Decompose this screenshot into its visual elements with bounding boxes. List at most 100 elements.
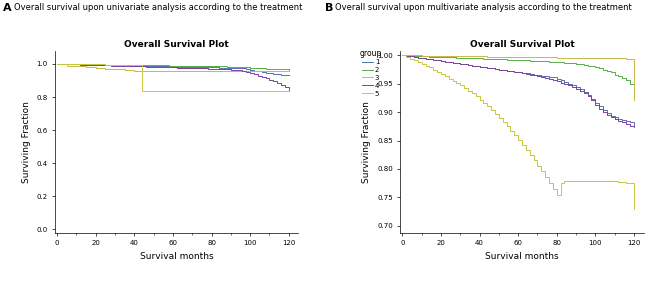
5 bbox=[265, 90, 273, 93]
5 bbox=[207, 90, 215, 93]
2 bbox=[53, 62, 61, 66]
4 bbox=[522, 72, 530, 76]
2 bbox=[522, 59, 530, 62]
4 bbox=[135, 65, 142, 68]
5 bbox=[179, 90, 187, 93]
3 bbox=[445, 54, 452, 58]
4 bbox=[107, 64, 115, 67]
3 bbox=[188, 70, 196, 73]
3 bbox=[131, 69, 138, 72]
X-axis label: Survival months: Survival months bbox=[140, 252, 214, 261]
3 bbox=[82, 66, 90, 69]
Title: Overall Survival Plot: Overall Survival Plot bbox=[124, 39, 229, 49]
3 bbox=[275, 70, 283, 73]
Line: 3: 3 bbox=[57, 64, 289, 71]
Line: 2: 2 bbox=[402, 55, 634, 95]
2 bbox=[135, 63, 142, 67]
5 bbox=[188, 90, 196, 93]
3 bbox=[101, 67, 109, 70]
1 bbox=[445, 60, 452, 64]
Line: 2: 2 bbox=[57, 64, 289, 70]
1 bbox=[107, 63, 115, 67]
5 bbox=[285, 90, 292, 93]
2 bbox=[285, 68, 292, 71]
5 bbox=[445, 77, 452, 80]
4 bbox=[53, 62, 61, 66]
1 bbox=[480, 65, 488, 69]
1 bbox=[538, 74, 545, 78]
1 bbox=[599, 108, 607, 112]
Text: A: A bbox=[3, 3, 12, 13]
3 bbox=[265, 70, 273, 73]
1 bbox=[452, 61, 460, 65]
2 bbox=[177, 64, 185, 67]
4 bbox=[285, 88, 292, 91]
Line: 1: 1 bbox=[402, 55, 634, 125]
5 bbox=[246, 90, 254, 93]
Text: B: B bbox=[325, 3, 333, 13]
5 bbox=[237, 90, 244, 93]
3 bbox=[135, 69, 142, 73]
5 bbox=[150, 90, 157, 93]
2 bbox=[107, 63, 115, 66]
5 bbox=[135, 63, 142, 67]
1 bbox=[53, 62, 61, 66]
3 bbox=[452, 54, 460, 58]
3 bbox=[227, 70, 235, 73]
4 bbox=[630, 126, 638, 129]
5 bbox=[63, 62, 71, 66]
5 bbox=[53, 62, 61, 66]
5 bbox=[101, 63, 109, 66]
4 bbox=[254, 74, 262, 77]
3 bbox=[92, 66, 99, 70]
4 bbox=[99, 64, 107, 67]
5 bbox=[82, 63, 90, 66]
3 bbox=[398, 54, 406, 57]
3 bbox=[73, 65, 81, 68]
3 bbox=[159, 70, 167, 73]
3 bbox=[53, 62, 61, 66]
1 bbox=[285, 74, 292, 77]
3 bbox=[127, 69, 135, 72]
5 bbox=[111, 63, 119, 66]
Line: 4: 4 bbox=[57, 64, 289, 90]
Line: 1: 1 bbox=[57, 64, 289, 75]
5 bbox=[452, 81, 460, 85]
2 bbox=[599, 68, 607, 71]
2 bbox=[99, 63, 107, 66]
4 bbox=[398, 54, 406, 57]
3 bbox=[630, 98, 638, 102]
Legend: 1, 2, 3, 4, 5: 1, 2, 3, 4, 5 bbox=[358, 47, 384, 98]
2 bbox=[452, 56, 460, 59]
3 bbox=[217, 70, 225, 73]
3 bbox=[121, 68, 129, 72]
4 bbox=[452, 61, 460, 65]
Line: 5: 5 bbox=[57, 64, 289, 91]
2 bbox=[480, 57, 488, 60]
3 bbox=[169, 70, 177, 73]
1 bbox=[630, 123, 638, 126]
1 bbox=[99, 63, 107, 67]
5 bbox=[599, 180, 607, 183]
3 bbox=[138, 70, 146, 73]
2 bbox=[445, 56, 452, 59]
Line: 4: 4 bbox=[402, 55, 634, 127]
5 bbox=[480, 101, 488, 105]
5 bbox=[227, 90, 235, 93]
5 bbox=[142, 90, 150, 93]
1 bbox=[254, 70, 262, 73]
3 bbox=[150, 70, 157, 73]
3 bbox=[63, 64, 71, 67]
5 bbox=[131, 63, 138, 67]
3 bbox=[522, 55, 530, 59]
3 bbox=[285, 70, 292, 73]
1 bbox=[398, 54, 406, 57]
3 bbox=[599, 56, 607, 60]
1 bbox=[177, 65, 185, 69]
1 bbox=[522, 72, 530, 75]
3 bbox=[480, 55, 488, 58]
2 bbox=[398, 54, 406, 57]
Title: Overall Survival Plot: Overall Survival Plot bbox=[469, 39, 575, 49]
3 bbox=[538, 56, 545, 59]
4 bbox=[445, 60, 452, 64]
